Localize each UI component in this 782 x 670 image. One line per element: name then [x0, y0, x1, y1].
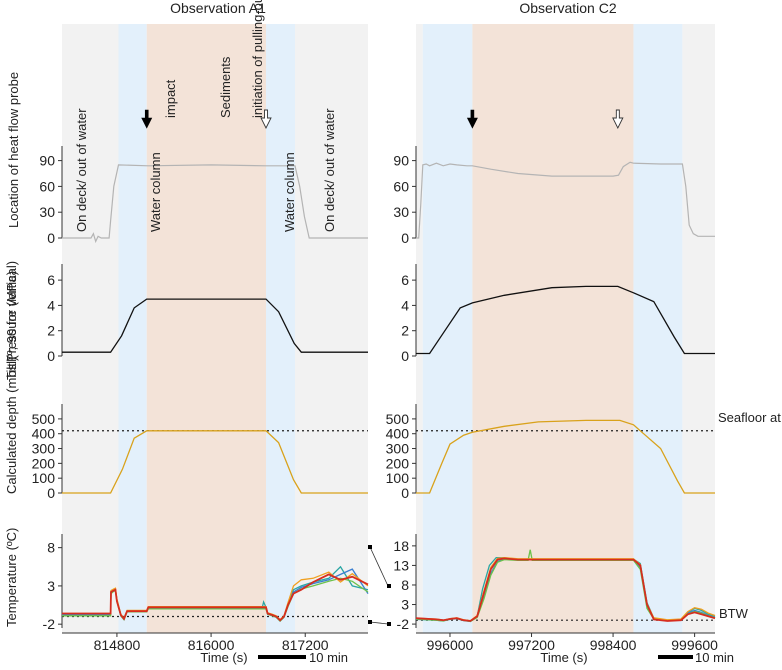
phase-label-pullout: initiation of pulling-out: [250, 0, 265, 118]
temp-line-T1-a1: [62, 573, 369, 622]
y-tick-label-depth-a1: 500: [32, 411, 56, 427]
ylabel-depth: Calculated depth (mbsl): [4, 357, 19, 494]
y-tick-label-tilt-c2: 90: [393, 153, 409, 169]
y-tick-label-depth-a1: 0: [47, 485, 55, 501]
y-tick-label-tilt-c2: 30: [393, 204, 409, 220]
tilt-line-c2: [416, 161, 715, 239]
y-tick-label-temp-c2: 8: [401, 577, 409, 593]
temp-scale-connector-bottom: [369, 621, 389, 625]
y-tick-label-depth-a1: 400: [32, 426, 56, 442]
depth-line-a1: [62, 430, 368, 494]
tilt-line-a1: [62, 164, 368, 244]
y-tick-label-depth-a1: 100: [32, 470, 56, 486]
y-tick-label-temp-c2: 13: [393, 557, 409, 573]
depth-line-c2: [416, 419, 715, 494]
temp-scale-marker-8: [368, 545, 372, 549]
x-tick-label-c2: 999600: [671, 637, 718, 653]
band-deck2-a1: [295, 24, 368, 633]
temp-line-T1-c2: [415, 557, 716, 622]
seafloor-annotation: Seafloor at MV420: [718, 410, 782, 425]
y-tick-label-depth-c2: 0: [401, 485, 409, 501]
xlabel-right: Time (s): [540, 650, 587, 665]
seafloor-annotation-text: Seafloor at MV420: [718, 410, 782, 425]
pullout-arrow-a1: [260, 109, 272, 130]
xlabel-left: Time (s): [200, 650, 247, 665]
y-tick-label-depth-c2: 200: [386, 455, 410, 471]
y-tick-label-depth-c2: 300: [386, 441, 410, 457]
band-water1-c2: [422, 24, 473, 633]
phase-label-water1: Water column: [148, 152, 163, 232]
phase-label-impact: impact: [163, 79, 178, 118]
y-tick-label-pressure-c2: 2: [401, 323, 409, 339]
marker-layer: [141, 109, 624, 626]
series-layer: [62, 161, 716, 623]
ylabel-tilt: Tilt (º; 90 for vertical): [4, 261, 19, 380]
y-tick-label-temp-a1: 3: [47, 578, 55, 594]
band-sediment-c2: [472, 24, 634, 633]
y-tick-label-depth-a1: 200: [32, 455, 56, 471]
phase-label-water2: Water column: [282, 152, 297, 232]
y-tick-label-tilt-a1: 60: [39, 178, 55, 194]
band-sediment-a1: [146, 24, 266, 633]
y-tick-label-depth-c2: 400: [386, 426, 410, 442]
temp-scale-marker-minus2: [368, 620, 372, 624]
y-tick-label-temp-a1: 8: [47, 540, 55, 556]
title-right: Observation C2: [519, 0, 616, 16]
band-deck1-c2: [416, 24, 423, 633]
band-deck1-a1: [62, 24, 119, 633]
x-tick-label-a1: 816000: [188, 637, 235, 653]
y-tick-label-temp-c2: 3: [401, 597, 409, 613]
y-tick-label-pressure-a1: 6: [47, 272, 55, 288]
pullout-arrow-c2: [612, 109, 624, 130]
y-tick-label-pressure-a1: 0: [47, 348, 55, 364]
y-tick-label-tilt-a1: 90: [39, 153, 55, 169]
phase-label-sediments: Sediments: [218, 56, 233, 118]
ylabel-temp: Temperature (ºC): [4, 528, 19, 627]
y-tick-label-pressure-a1: 2: [47, 323, 55, 339]
temp-scale-connector-top: [369, 546, 389, 587]
y-tick-label-depth-c2: 100: [386, 470, 410, 486]
impact-arrow-c2: [466, 109, 478, 129]
impact-arrow-a1: [141, 109, 153, 129]
y-tick-label-tilt-c2: 0: [401, 230, 409, 246]
phase-label-deck1: On deck/ out of water: [74, 108, 89, 232]
phase-bands: [62, 24, 715, 633]
band-water1-a1: [118, 24, 147, 633]
y-tick-label-pressure-a1: 4: [47, 297, 55, 313]
y-tick-label-pressure-c2: 6: [401, 272, 409, 288]
scale-bar-label-left: 10 min: [309, 650, 348, 665]
y-tick-label-depth-a1: 300: [32, 441, 56, 457]
band-water2-a1: [266, 24, 296, 633]
y-tick-label-depth-c2: 500: [386, 411, 410, 427]
y-tick-label-pressure-c2: 4: [401, 297, 409, 313]
y-tick-label-temp-c2: 18: [393, 538, 409, 554]
ylabel-location: Location of heat flow probe: [6, 72, 21, 228]
temp-scale-marker-right-minus2: [387, 622, 391, 626]
x-tick-label-a1: 817200: [282, 637, 329, 653]
y-tick-label-tilt-a1: 30: [39, 204, 55, 220]
pressure-line-c2: [416, 285, 715, 355]
btw-annotation: BTW: [719, 606, 749, 621]
temp-scale-marker-right-8: [387, 584, 391, 588]
x-tick-label-a1: 814800: [94, 637, 141, 653]
ylabel-location-text: Location of heat flow probe: [6, 72, 21, 228]
x-tick-label-c2: 996000: [427, 637, 474, 653]
ylabel-pressure: Pressure (MPa): [4, 271, 19, 362]
phase-label-deck2: On deck/ out of water: [322, 108, 337, 232]
band-water2-c2: [633, 24, 683, 633]
x-tick-label-c2: 998400: [590, 637, 637, 653]
y-tick-label-tilt-c2: 60: [393, 178, 409, 194]
y-tick-label-temp-a1: -2: [43, 616, 56, 632]
x-tick-label-c2: 997200: [508, 637, 555, 653]
band-deck2-c2: [682, 24, 715, 633]
pressure-line-a1: [62, 298, 368, 353]
scale-bar-label-right: 10 min: [695, 650, 734, 665]
title-left: Observation A1: [170, 0, 266, 16]
y-tick-label-pressure-c2: 0: [401, 348, 409, 364]
y-tick-label-temp-c2: -2: [397, 616, 410, 632]
y-tick-label-tilt-a1: 0: [47, 230, 55, 246]
